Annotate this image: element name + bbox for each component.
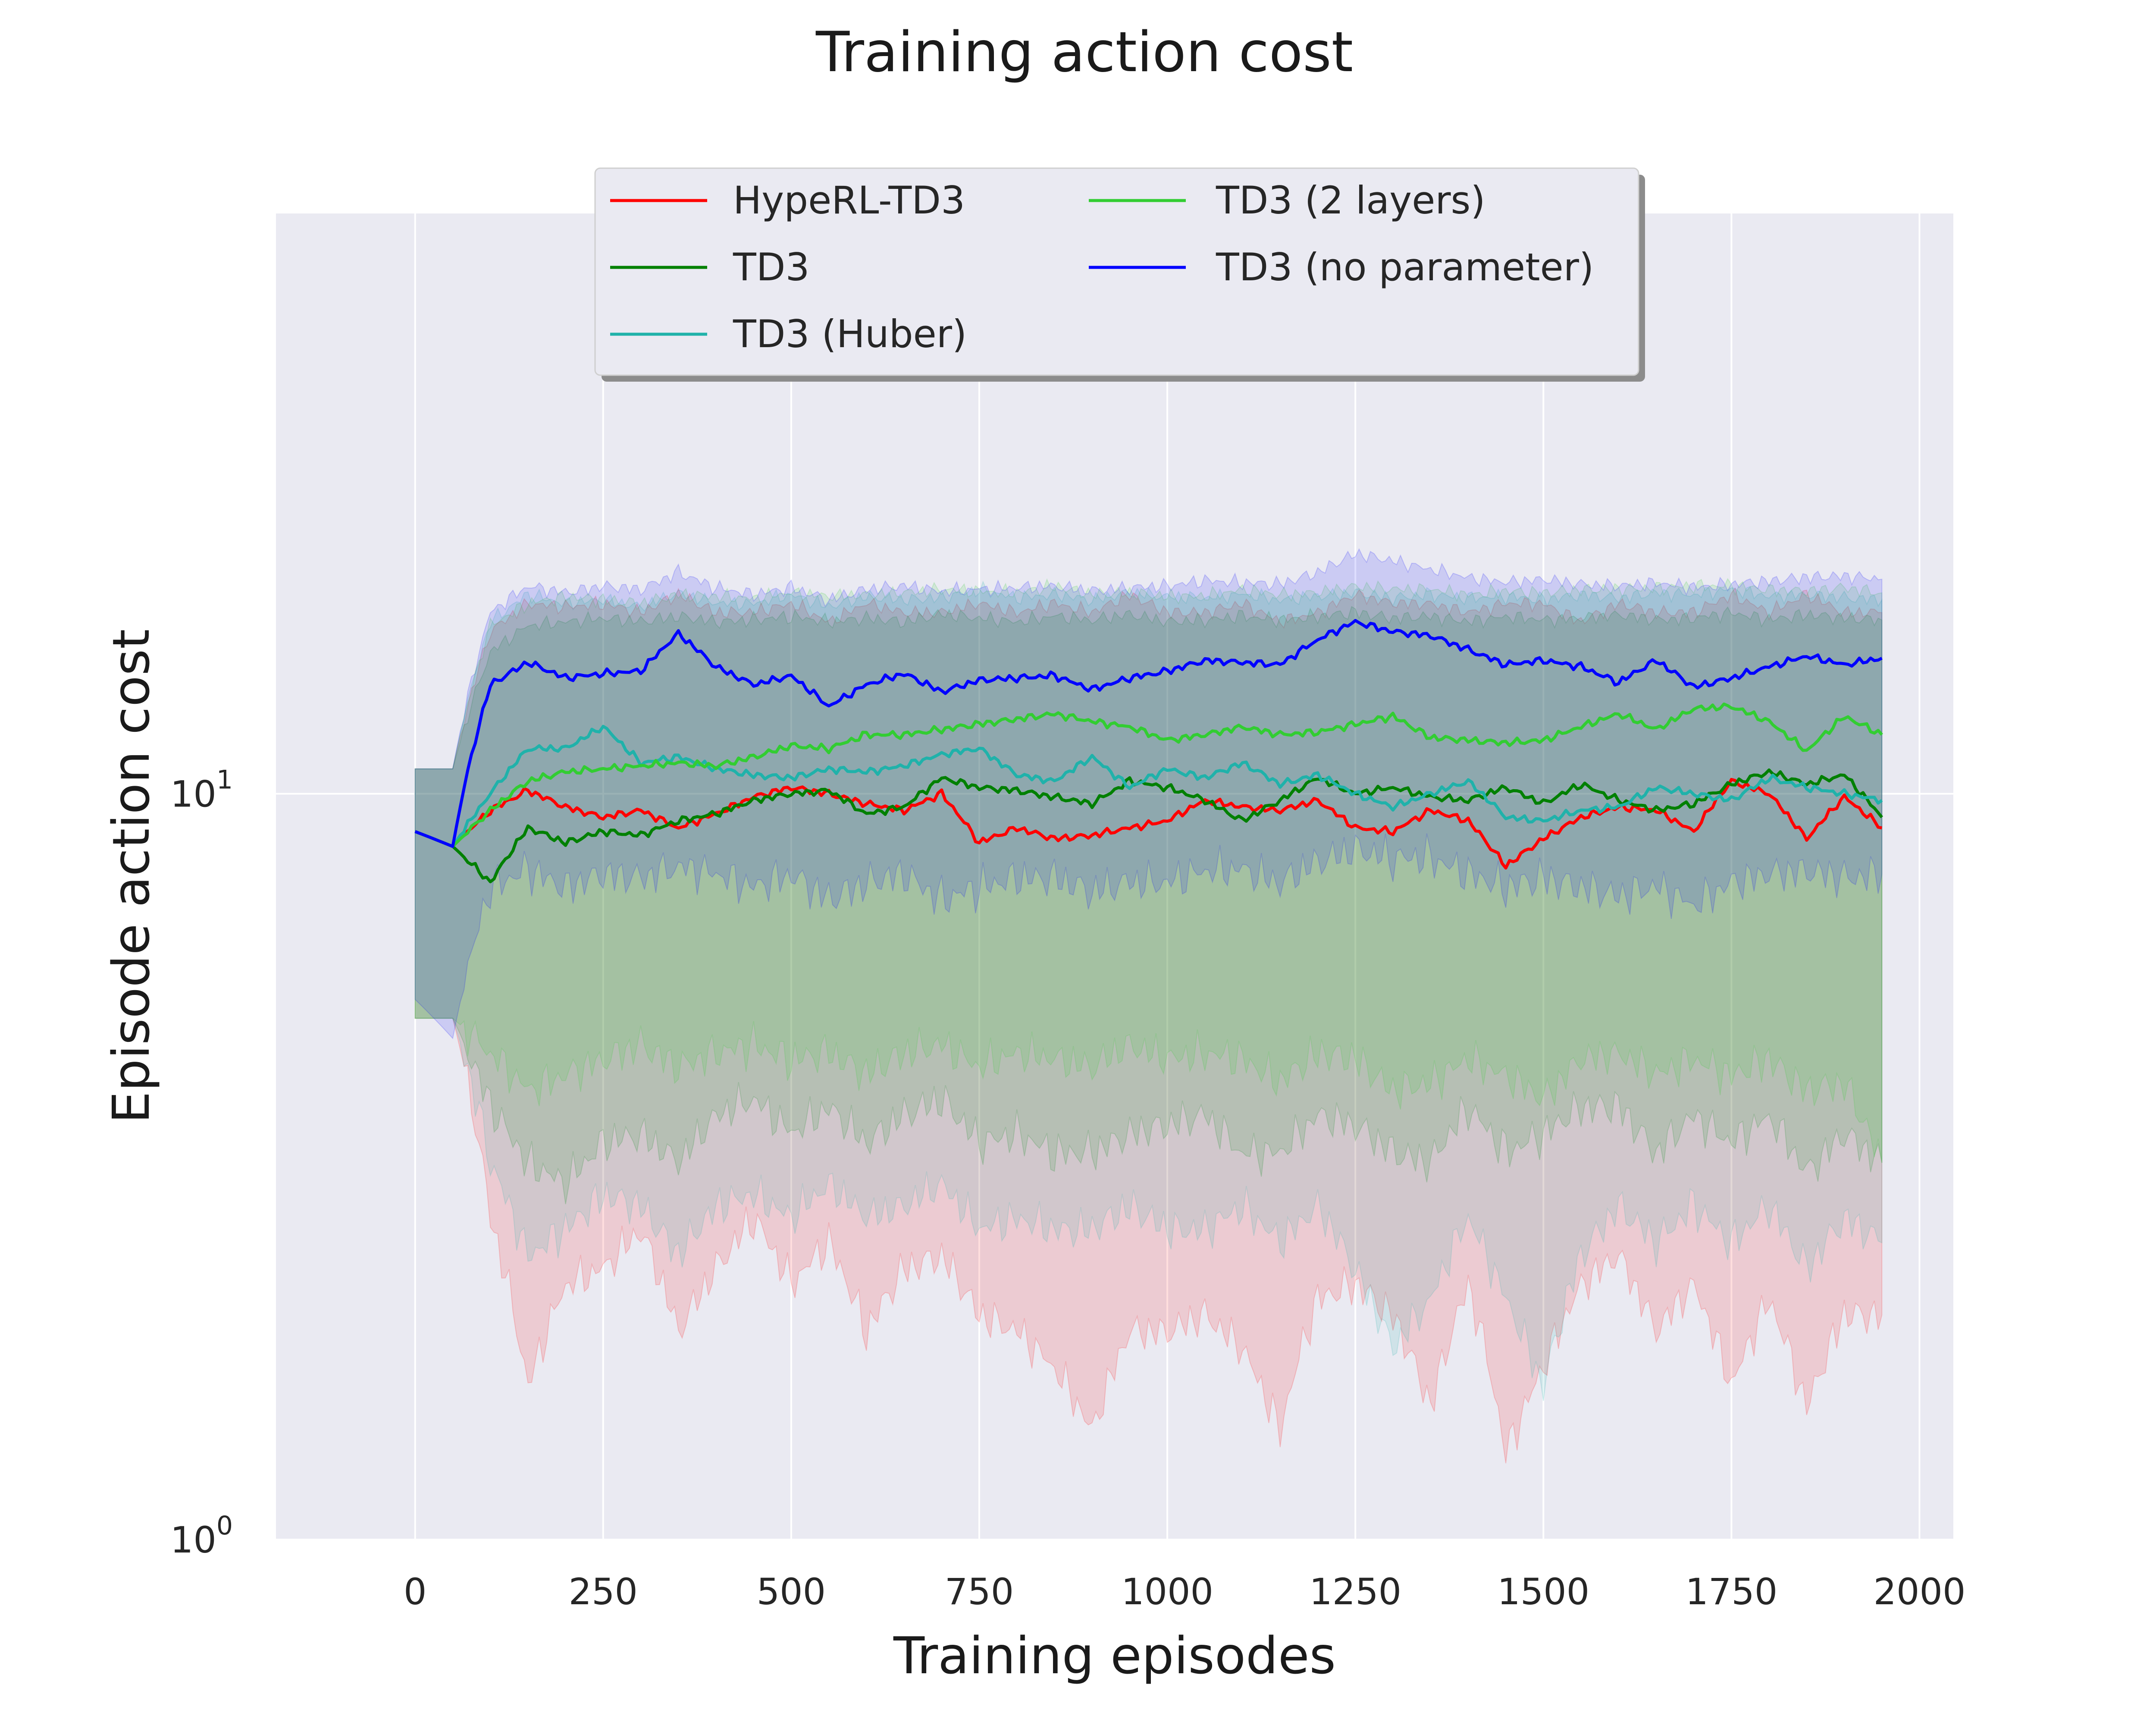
x-tick-label: 2000 — [1874, 1571, 1966, 1613]
y-axis-title: Episode action cost — [101, 629, 161, 1123]
legend: HypeRL-TD3 TD3 TD3 (Huber) TD3 (2 layers) TD… — [594, 167, 1645, 382]
confidence-bands — [414, 548, 1883, 1464]
x-tick-label: 1250 — [1309, 1571, 1401, 1613]
x-tick-label: 1750 — [1686, 1571, 1778, 1613]
line-td3 — [414, 768, 1883, 884]
band-td3-huber — [414, 580, 1883, 1401]
line-td3-huber — [414, 724, 1883, 848]
x-tick-label: 1500 — [1497, 1571, 1589, 1613]
chart-title: Training action cost — [815, 20, 1353, 85]
y-gridlines — [276, 793, 1953, 1540]
y-tick-labels: 100 101 — [170, 765, 233, 1561]
y-tick-label: 101 — [170, 765, 233, 815]
x-tick-label: 1000 — [1121, 1571, 1213, 1613]
band-td3-no-parameter — [414, 548, 1883, 1039]
legend-label-hyperl-td3: HypeRL-TD3 — [733, 178, 965, 223]
x-axis-title: Training episodes — [893, 1626, 1336, 1685]
legend-label-td3-huber: TD3 (Huber) — [733, 312, 967, 356]
legend-label-td3-no-parameter: TD3 (no parameter) — [1216, 245, 1594, 289]
line-hyperl-td3 — [414, 778, 1882, 870]
series-lines — [414, 619, 1883, 884]
x-tick-labels: 0 250 500 750 1000 1250 1500 1750 2000 — [404, 1571, 1965, 1613]
x-tick-label: 250 — [569, 1571, 638, 1613]
band-td3 — [414, 606, 1883, 1204]
line-td3-2-layers — [414, 703, 1883, 848]
line-td3-no-parameter — [414, 619, 1883, 848]
band-td3-2-layers — [414, 578, 1883, 1163]
plot-area — [276, 213, 1953, 1540]
legend-box — [594, 167, 1639, 376]
y-tick-label: 100 — [170, 1511, 233, 1561]
band-hyperl-td3 — [414, 587, 1883, 1464]
x-tick-label: 750 — [945, 1571, 1014, 1613]
legend-label-td3: TD3 — [733, 245, 810, 289]
x-tick-label: 0 — [404, 1571, 426, 1613]
x-gridlines — [414, 213, 1921, 1540]
x-tick-label: 500 — [757, 1571, 826, 1613]
legend-label-td3-2-layers: TD3 (2 layers) — [1216, 178, 1485, 223]
